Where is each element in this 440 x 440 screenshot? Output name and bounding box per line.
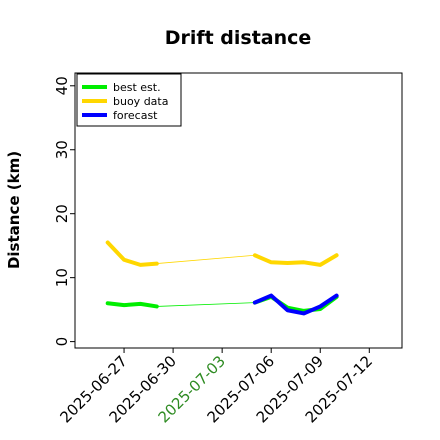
series-line bbox=[105, 301, 159, 309]
y-tick-label: 10 bbox=[53, 268, 71, 287]
legend-label: best est. bbox=[113, 81, 161, 94]
series-line bbox=[252, 253, 339, 267]
y-tick-label: 0 bbox=[53, 337, 71, 347]
legend-label: buoy data bbox=[113, 95, 168, 108]
y-tick-label: 30 bbox=[53, 140, 71, 159]
legend-label: forecast bbox=[113, 109, 158, 122]
series-connector-line bbox=[156, 302, 255, 307]
series-connector-line bbox=[156, 254, 255, 264]
y-axis-label: Distance (km) bbox=[5, 151, 23, 269]
plot-area: 0102030402025-06-272025-06-302025-07-032… bbox=[53, 72, 403, 426]
y-tick-label: 40 bbox=[53, 76, 71, 95]
series-line bbox=[105, 240, 159, 267]
series-line bbox=[252, 293, 339, 316]
plot-frame bbox=[74, 72, 403, 349]
chart-title: Drift distance bbox=[165, 27, 312, 49]
y-tick-label: 20 bbox=[53, 204, 71, 223]
